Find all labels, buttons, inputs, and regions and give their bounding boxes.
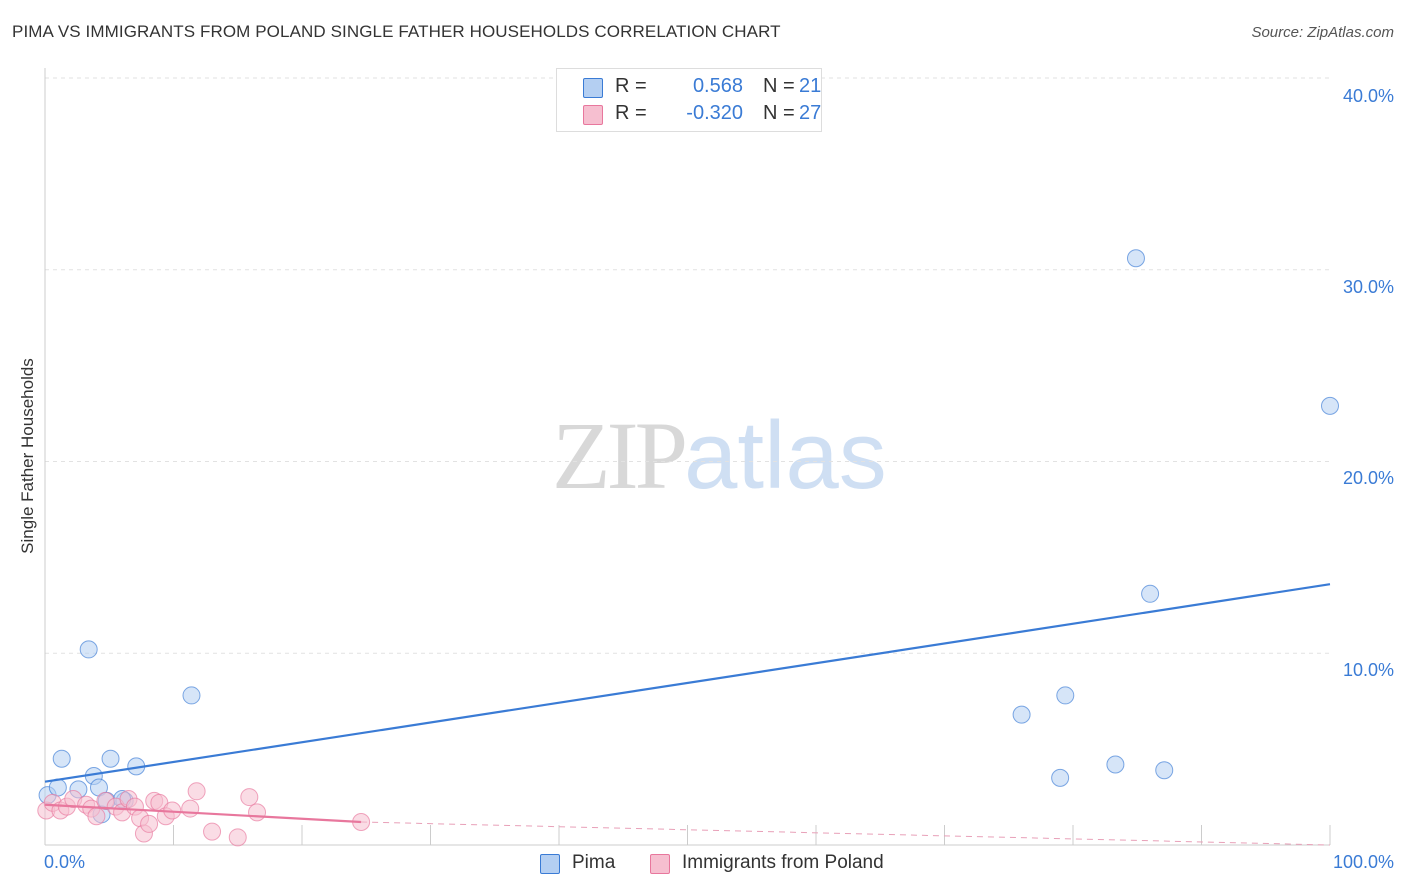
y-tick-label-40: 40.0% — [1342, 86, 1394, 106]
y-tick-label-30: 30.0% — [1342, 277, 1394, 297]
pima-point — [182, 686, 201, 705]
watermark: ZIPatlas — [552, 400, 887, 511]
pima-point — [1051, 768, 1070, 787]
legend-label-pima: Pima — [572, 852, 616, 873]
watermark-zip: ZIP — [552, 402, 688, 509]
watermark-atlas: atlas — [684, 402, 887, 509]
poland-point — [203, 822, 222, 841]
pima-point — [1321, 396, 1339, 415]
legend-n-label: N = — [763, 75, 795, 97]
correlation-legend: R = 0.568 N = 21 R = -0.320 N = 27 — [556, 68, 822, 132]
pima-point — [79, 640, 98, 659]
legend-n-value: 21 — [799, 75, 822, 97]
poland-trend-line — [44, 803, 362, 824]
pima-point — [1155, 761, 1174, 780]
poland-point — [187, 782, 206, 801]
x-tick-label-max: 100.0% — [1332, 852, 1394, 872]
legend-label-poland: Immigrants from Poland — [682, 852, 884, 873]
pima-point — [1056, 686, 1075, 705]
legend-swatch-pima — [583, 78, 603, 98]
pima-point — [52, 749, 71, 768]
poland-point — [87, 807, 106, 826]
pima-point — [101, 749, 120, 768]
x-tick-label-min: 0.0% — [44, 852, 86, 872]
legend-r-label: R = — [615, 102, 647, 124]
poland-point — [140, 814, 159, 833]
poland-point — [240, 788, 259, 807]
chart-title: PIMA VS IMMIGRANTS FROM POLAND SINGLE FA… — [12, 22, 781, 41]
legend-swatch-poland — [583, 105, 603, 125]
legend-n-value: 27 — [799, 102, 822, 124]
pima-point — [1126, 249, 1145, 268]
pima-point — [1141, 584, 1160, 603]
legend-r-label: R = — [615, 75, 647, 97]
pima-point — [1012, 705, 1031, 724]
legend-r-value: 0.568 — [692, 75, 743, 97]
poland-trend-extension — [361, 821, 1331, 846]
legend-r-value: -0.320 — [686, 102, 743, 124]
y-tick-label-10: 10.0% — [1342, 660, 1394, 680]
pima-point — [1106, 755, 1125, 774]
poland-point — [228, 828, 247, 847]
poland-point — [248, 803, 267, 822]
source-credit: Source: ZipAtlas.com — [1251, 24, 1394, 41]
poland-point — [181, 799, 200, 818]
pima-trend-line — [44, 583, 1331, 783]
legend-swatch-poland — [650, 854, 670, 874]
y-axis-label: Single Father Households — [18, 358, 37, 554]
y-tick-label-20: 20.0% — [1342, 468, 1394, 488]
legend-swatch-pima — [540, 854, 560, 874]
legend-n-label: N = — [763, 102, 795, 124]
